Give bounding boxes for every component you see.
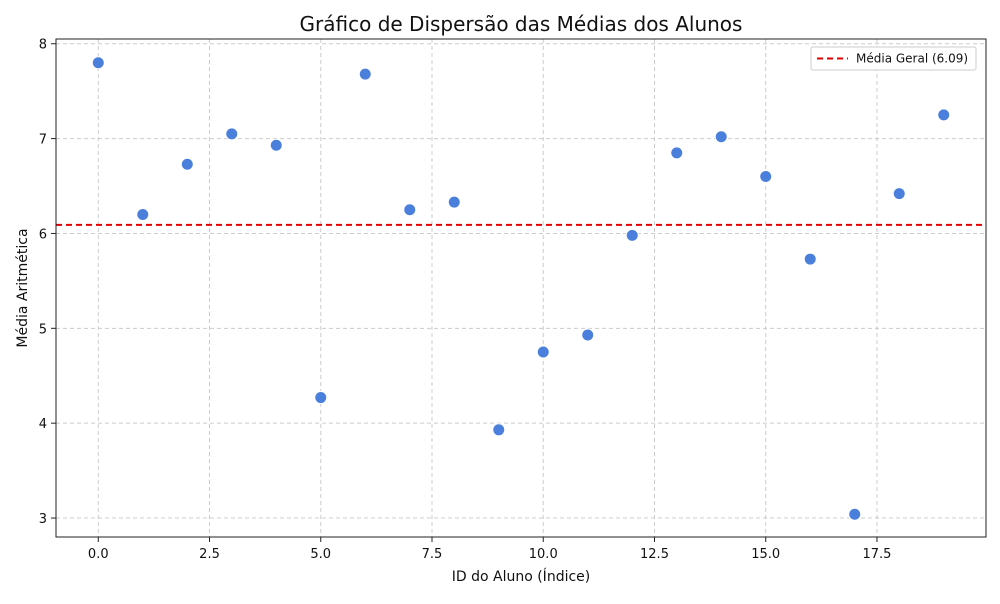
y-axis-label: Média Aritmética [15,228,31,347]
y-tick-label: 8 [39,38,47,53]
data-point [314,391,328,405]
y-axis-ticks: 3 4 5 6 7 8 [39,38,56,527]
x-tick-label: 7.5 [422,547,443,562]
y-tick-label: 3 [39,512,47,527]
data-point [269,138,283,152]
data-point [759,170,773,184]
x-tick-label: 10.0 [529,547,558,562]
data-points [91,56,951,521]
y-tick-label: 6 [39,227,47,242]
data-point [136,207,150,221]
legend-label-mean: Média Geral (6.09) [856,52,968,66]
data-point [937,108,951,122]
y-tick-label: 7 [39,133,47,148]
data-point [848,507,862,521]
x-tick-label: 12.5 [640,547,669,562]
data-point [403,203,417,217]
data-point [358,67,372,81]
y-tick-label: 5 [39,322,47,337]
legend: Média Geral (6.09) [810,46,977,71]
data-point [180,157,194,171]
data-point [447,195,461,209]
data-point [492,423,506,437]
x-tick-label: 15.0 [751,547,780,562]
data-point [91,56,105,70]
data-point [670,146,684,160]
data-point [892,187,906,201]
y-tick-label: 4 [39,417,47,432]
data-point [536,345,550,359]
legend-box [810,46,977,71]
x-tick-label: 2.5 [199,547,220,562]
x-tick-label: 17.5 [863,547,892,562]
x-tick-label: 0.0 [88,547,109,562]
data-point [714,130,728,144]
chart-title: Gráfico de Dispersão das Médias dos Alun… [300,12,743,36]
plot-frame [55,38,987,538]
x-axis-label: ID do Aluno (Índice) [452,568,591,585]
data-point [625,228,639,242]
data-point [225,127,239,141]
grid-lines [56,39,986,537]
data-point [803,252,817,266]
x-tick-label: 5.0 [310,547,331,562]
data-point [581,328,595,342]
x-axis-ticks: 0.0 2.5 5.0 7.5 10.0 12.5 15.0 17.5 [88,537,892,562]
